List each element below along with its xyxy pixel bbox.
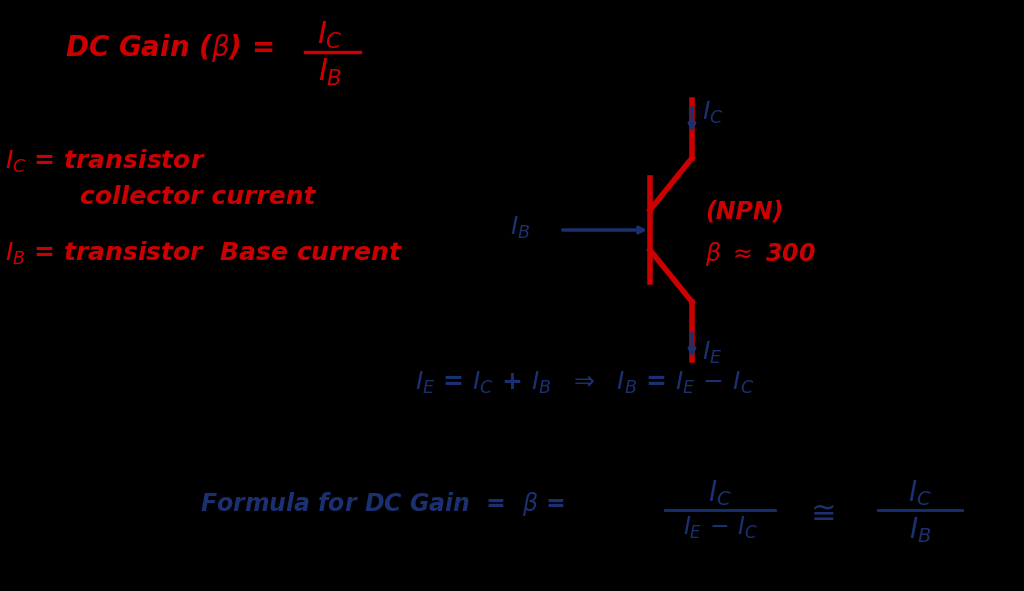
Text: $I_B$ = transistor  Base current: $I_B$ = transistor Base current [5,240,402,267]
Text: DC Gain ($\beta$) =: DC Gain ($\beta$) = [65,32,273,64]
Text: $I_C$: $I_C$ [317,20,343,51]
Text: $I_B$: $I_B$ [909,515,931,545]
Text: $I_E$ $-$ $I_C$: $I_E$ $-$ $I_C$ [683,515,758,541]
Text: $I_C$: $I_C$ [908,478,932,508]
Text: $I_E$: $I_E$ [702,340,722,366]
Text: $\cong$: $\cong$ [805,498,836,527]
Text: Formula for DC Gain  =  $\beta$ =: Formula for DC Gain = $\beta$ = [200,490,565,518]
Text: (NPN): (NPN) [705,200,783,224]
Text: $I_B$: $I_B$ [317,57,342,88]
Text: $I_C$: $I_C$ [709,478,732,508]
Text: $I_C$ = transistor: $I_C$ = transistor [5,148,206,175]
Text: $\beta$ $\approx$ 300: $\beta$ $\approx$ 300 [705,240,816,268]
Text: $I_E$ = $I_C$ + $I_B$  $\Rightarrow$  $I_B$ = $I_E$ $-$ $I_C$: $I_E$ = $I_C$ + $I_B$ $\Rightarrow$ $I_B… [415,370,754,396]
Text: collector current: collector current [80,185,315,209]
Text: $I_B$: $I_B$ [510,215,530,241]
Text: $I_C$: $I_C$ [702,100,724,126]
